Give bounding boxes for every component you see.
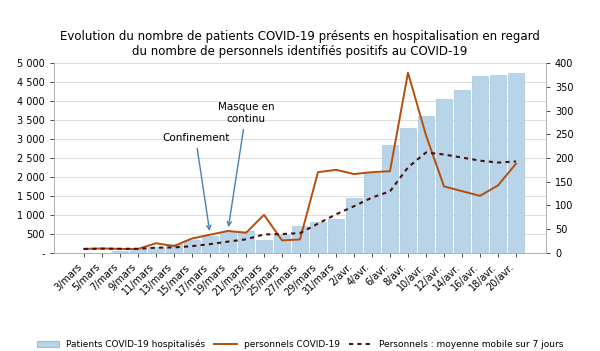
Bar xyxy=(238,231,254,253)
Bar xyxy=(148,247,164,253)
Bar xyxy=(436,99,452,253)
Bar xyxy=(346,198,362,253)
Bar xyxy=(508,73,524,253)
Text: Masque en
continu: Masque en continu xyxy=(218,102,274,226)
Bar xyxy=(454,90,470,253)
Bar xyxy=(400,128,416,253)
Bar xyxy=(184,240,200,253)
Bar xyxy=(166,244,182,253)
Bar xyxy=(220,232,236,253)
Bar xyxy=(130,249,146,253)
Bar xyxy=(490,74,506,253)
Bar xyxy=(202,236,218,253)
Bar xyxy=(472,77,488,253)
Text: Confinement: Confinement xyxy=(162,133,229,230)
Bar xyxy=(418,116,434,253)
Bar xyxy=(292,226,308,253)
Bar xyxy=(382,145,398,253)
Bar xyxy=(112,251,128,253)
Bar xyxy=(328,219,344,253)
Bar xyxy=(364,173,380,253)
Legend: Patients COVID-19 hospitalisés, personnels COVID-19, Personnels : moyenne mobile: Patients COVID-19 hospitalisés, personne… xyxy=(33,336,567,351)
Bar xyxy=(256,240,272,253)
Title: Evolution du nombre de patients COVID-19 présents en hospitalisation en regard
d: Evolution du nombre de patients COVID-19… xyxy=(60,30,540,58)
Bar xyxy=(310,221,326,253)
Bar xyxy=(274,234,290,253)
